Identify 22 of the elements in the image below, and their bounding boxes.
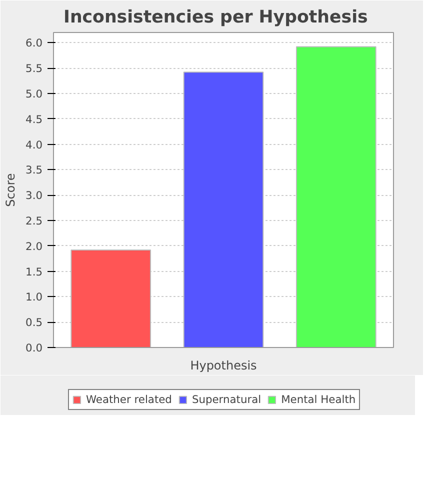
bar [70,249,152,348]
y-tick-label: 5.5 [26,62,43,76]
y-tick-label: 2.0 [26,240,43,253]
y-tick-label: 3.5 [26,164,43,177]
y-tick-label: 3.0 [26,189,43,202]
legend-label: Mental Health [281,393,356,406]
y-tick-label: 0.0 [26,342,43,354]
bar [296,46,376,348]
legend-label: Weather related [86,393,172,406]
y-tick-label: 5.0 [26,87,43,100]
x-axis-title: Hypothesis [190,358,257,372]
y-tick-label: 2.5 [26,214,43,228]
y-axis-title: Score [4,173,18,207]
bar [183,72,264,348]
y-tick-label: 1.5 [26,265,43,278]
y-tick-label: 4.0 [26,138,43,152]
y-tick-label: 6.0 [26,36,43,50]
y-tick-label: 1.0 [26,290,43,304]
y-tick-label: 0.5 [26,316,43,330]
legend-label: Supernatural [192,393,262,406]
y-tick-label: 4.5 [26,112,43,126]
chart-title: Inconsistencies per Hypothesis [64,8,368,28]
